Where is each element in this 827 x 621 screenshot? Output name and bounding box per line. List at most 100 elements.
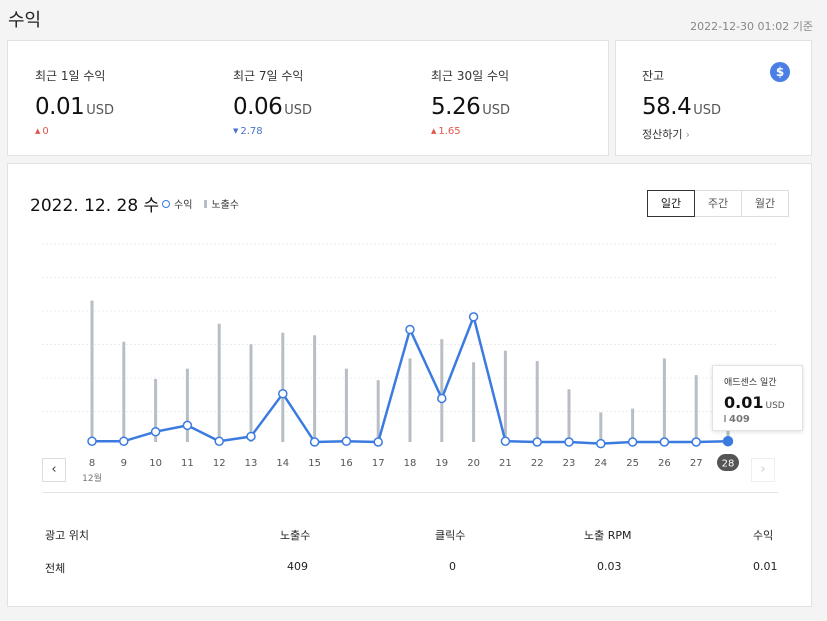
x-tick-label: 22: [531, 458, 544, 469]
stat-unit: USD: [482, 103, 510, 118]
x-tick-label: 12: [213, 458, 226, 469]
impressions-bar: [90, 300, 94, 442]
chevron-right-icon: ›: [685, 128, 690, 141]
table-cell: 409: [287, 560, 308, 573]
x-tick-label: 24: [594, 458, 607, 469]
divider: [42, 492, 778, 493]
tooltip-number: 0.01: [724, 393, 764, 412]
chart-tooltip: 애드센스 일간 0.01 USD 409: [712, 365, 803, 431]
table-header: 클릭수: [435, 529, 466, 542]
revenue-point: [437, 393, 447, 404]
revenue-point: [500, 436, 511, 446]
impressions-bar: [185, 368, 189, 442]
x-tick-label: 9: [121, 458, 127, 469]
x-month-label: 12월: [82, 472, 102, 484]
table-header: 노출수: [280, 529, 311, 542]
table-cell: 0.03: [597, 560, 622, 573]
impressions-bar: [122, 341, 126, 442]
tab-monthly[interactable]: 월간: [741, 190, 789, 217]
stat-number: 0.06: [233, 94, 283, 120]
dollar-icon: $: [770, 62, 790, 82]
tooltip-label: 애드센스 일간: [724, 378, 777, 388]
page-title: 수익: [8, 10, 42, 31]
tab-daily[interactable]: 일간: [647, 190, 695, 217]
revenue-point: [309, 437, 320, 447]
impressions-bar: [440, 339, 444, 442]
x-tick-label: 14: [276, 458, 289, 469]
revenue-point: [564, 437, 574, 447]
x-tick-label: 21: [499, 458, 512, 469]
impressions-bar: [281, 332, 285, 442]
impressions-bar: [599, 412, 603, 442]
delta-value: 1.65: [438, 126, 461, 137]
stat-delta: ▼ 2.78: [233, 126, 312, 137]
x-tick-label: 11: [181, 458, 194, 469]
stat-delta: ▲ 0: [35, 126, 114, 137]
impressions-bar: [313, 335, 317, 442]
x-tick-label: 18: [404, 458, 417, 469]
bar-icon: [724, 415, 726, 422]
x-tick-label: 16: [340, 458, 353, 469]
stat-value: 0.06 USD: [233, 94, 312, 120]
impressions-bar: [154, 379, 158, 442]
impressions-bar: [694, 375, 698, 442]
bar-icon: [204, 199, 208, 208]
x-tick-label: 20: [467, 458, 480, 469]
stat-number: 0.01: [35, 94, 85, 120]
settle-label: 정산하기: [642, 128, 683, 141]
stat-label: 최근 30일 수익: [431, 69, 510, 83]
balance: 잔고 58.4 USD 정산하기 ›: [642, 67, 721, 142]
revenue-point: [468, 312, 479, 322]
x-tick-label: 26: [658, 458, 671, 469]
chart-legend: 수익 노출수: [162, 196, 239, 211]
balance-number: 58.4: [642, 94, 692, 120]
stat-30day: 최근 30일 수익 5.26 USD ▲ 1.65: [431, 67, 510, 137]
delta-value: 2.78: [240, 126, 263, 137]
settle-link[interactable]: 정산하기 ›: [642, 126, 721, 142]
revenue-point: [627, 437, 638, 447]
x-tick-label: 15: [308, 458, 321, 469]
table-cell: 0: [449, 560, 456, 573]
stat-number: 5.26: [431, 94, 481, 120]
stat-unit: USD: [284, 103, 312, 118]
revenue-point: [182, 420, 193, 431]
timestamp: 2022-12-30 01:02 기준: [690, 20, 813, 33]
x-tick-label: 28: [722, 459, 735, 470]
table-cell: 0.01: [753, 560, 778, 573]
table-header: 노출 RPM: [584, 529, 632, 542]
table-header: 광고 위치: [45, 529, 89, 542]
revenue-point: [373, 437, 383, 447]
chart-card: 2022. 12. 28 수 수익 노출수 일간 주간 월간 8 9 10 11 12 1…: [7, 163, 812, 607]
stats-card: 최근 1일 수익 0.01 USD ▲ 0 최근 7일 수익 0.06 USD ▼ 2.…: [7, 40, 609, 156]
impressions-bar: [249, 344, 253, 442]
impressions-bar: [376, 380, 380, 442]
impressions-bar: [535, 361, 539, 442]
revenue-point: [596, 438, 606, 449]
stat-label: 최근 1일 수익: [35, 69, 106, 83]
revenue-point: [246, 431, 256, 442]
legend-impressions: 노출수: [211, 200, 240, 211]
selected-day-badge: [717, 454, 739, 471]
tooltip-impressions: 409: [724, 414, 791, 425]
balance-label: 잔고: [642, 69, 665, 83]
x-tick-label: 27: [690, 458, 703, 469]
balance-card: 잔고 58.4 USD 정산하기 › $: [615, 40, 812, 156]
stat-1day: 최근 1일 수익 0.01 USD ▲ 0: [35, 67, 114, 137]
x-tick-label: 13: [245, 458, 258, 469]
x-tick-label: 10: [149, 458, 162, 469]
chevron-right-icon[interactable]: ›: [751, 458, 775, 482]
stat-delta: ▲ 1.65: [431, 126, 510, 137]
legend-revenue: 수익: [174, 200, 193, 211]
chevron-left-icon[interactable]: ‹: [42, 458, 66, 482]
impressions-bar: [631, 408, 635, 442]
revenue-point: [659, 437, 670, 447]
delta-value: 0: [42, 126, 49, 137]
impressions-bar: [217, 323, 221, 442]
table-cell: 전체: [45, 562, 66, 575]
x-tick-label: 25: [626, 458, 639, 469]
revenue-point: [119, 436, 129, 446]
tooltip-unit: USD: [765, 401, 785, 411]
revenue-point: [722, 435, 734, 447]
revenue-point: [532, 437, 542, 447]
triangle-up-icon: ▲: [431, 127, 437, 135]
